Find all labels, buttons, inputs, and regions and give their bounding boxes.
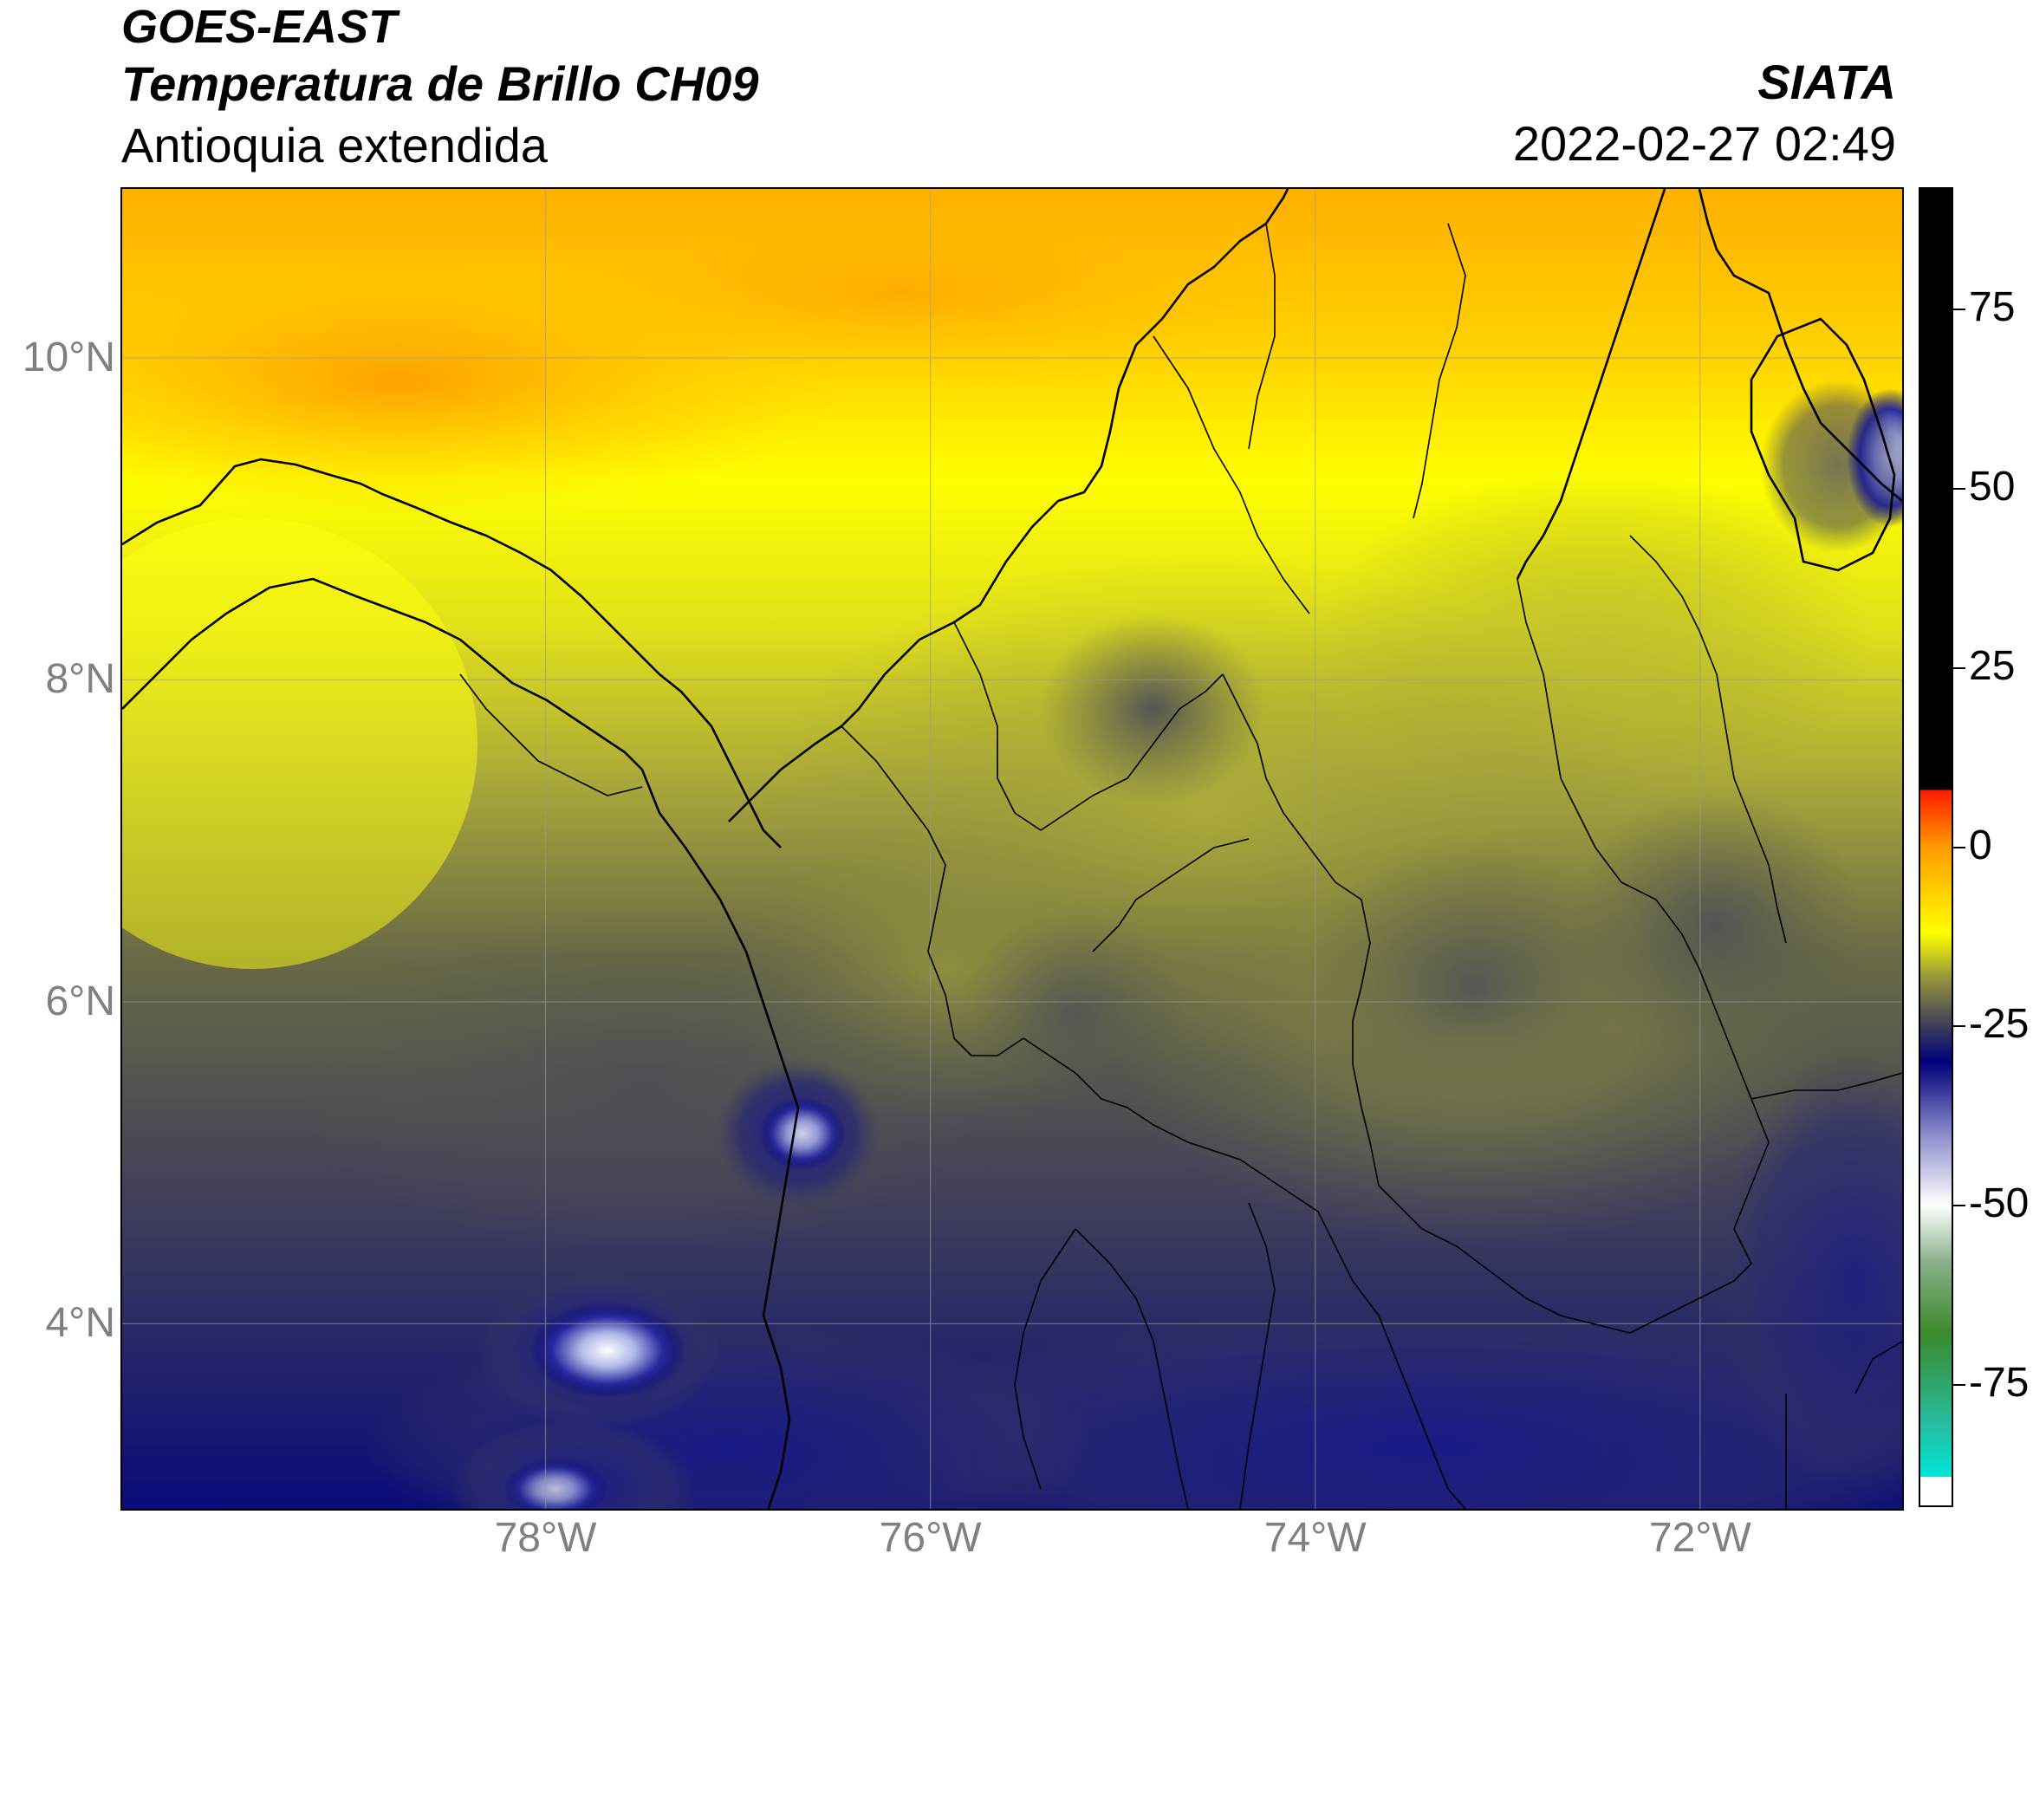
border	[1239, 1202, 1276, 1509]
colorbar-tick	[1953, 666, 1965, 669]
lat-tick-label: 10°N	[22, 335, 115, 381]
maracaibo-coast	[1698, 189, 1902, 502]
lon-tick-label: 72°W	[1648, 1515, 1751, 1561]
border	[459, 673, 643, 796]
border	[1517, 578, 1770, 1264]
admin-borders	[459, 223, 1902, 1509]
border	[1075, 1228, 1189, 1509]
satellite-title: GOES-EAST	[121, 1, 398, 53]
colorbar-tick-label: 75	[1969, 283, 2016, 330]
lon-tick-label: 78°W	[494, 1515, 597, 1561]
convective-cell	[759, 1097, 846, 1170]
border	[1854, 1341, 1902, 1394]
lake-maracaibo	[1750, 317, 1896, 572]
border	[1750, 1072, 1902, 1100]
warm-region	[451, 198, 1353, 388]
cool-region	[1041, 614, 1266, 804]
border	[1352, 1280, 1466, 1509]
agency-block: SIATA 2022-02-27 02:49	[1513, 52, 1896, 175]
colorbar-tick-label: 25	[1969, 642, 2016, 689]
colorbar-tick	[1953, 846, 1965, 848]
colorbar-tick	[1953, 308, 1965, 310]
border	[1248, 223, 1276, 450]
region-subtitle: Antioquia extendida	[121, 118, 548, 172]
cold-region	[1717, 1056, 1902, 1489]
convective-cell	[529, 1303, 685, 1398]
lat-tick-label: 8°N	[45, 656, 115, 703]
colorbar-tick-label: 50	[1969, 463, 2016, 510]
warm-region	[122, 518, 477, 969]
guajira-coast	[1516, 189, 1666, 580]
colorbar-tick	[1953, 1025, 1965, 1028]
pacific-coast	[640, 769, 800, 1509]
border	[1023, 1037, 1354, 1282]
colorbar-tick	[1953, 487, 1965, 490]
border	[1014, 1228, 1076, 1490]
gridlines	[122, 189, 1902, 1509]
convective-cell	[503, 1459, 607, 1509]
product-title: Temperatura de Brillo CH09	[121, 56, 759, 111]
brightness-temperature-map	[122, 189, 1902, 1509]
olive-region	[1318, 466, 1873, 813]
colorbar	[1919, 187, 1953, 1507]
lon-tick-label: 74°W	[1263, 1515, 1367, 1561]
panama-north-coast	[122, 458, 782, 848]
border	[1153, 335, 1310, 614]
cool-region	[1301, 839, 1647, 1134]
cool-region	[963, 908, 1188, 1116]
colorbar-tick-label: -75	[1969, 1360, 2030, 1407]
timestamp-label: 2022-02-27 02:49	[1512, 116, 1896, 171]
lon-tick-label: 76°W	[879, 1515, 982, 1561]
lat-tick-label: 4°N	[45, 1300, 115, 1347]
border	[1222, 673, 1380, 1186]
colorbar-tick-label: 0	[1969, 822, 1992, 868]
colorbar-tick	[1953, 1205, 1965, 1207]
lat-tick-label: 6°N	[45, 978, 115, 1024]
border	[1092, 838, 1250, 952]
border	[1413, 223, 1466, 519]
agency-label: SIATA	[1757, 55, 1896, 109]
colorbar-tick-label: -25	[1969, 1001, 2030, 1048]
colorbar-tick-label: -50	[1969, 1180, 2030, 1227]
border	[841, 725, 1024, 1056]
border	[953, 621, 1224, 831]
panama-south-coast	[122, 577, 643, 770]
title-block: GOES-EAST Temperatura de Brillo CH09 Ant…	[121, 0, 758, 177]
border	[1378, 1185, 1752, 1334]
map-panel[interactable]	[120, 187, 1904, 1511]
convective-cell	[1760, 380, 1902, 553]
cold-region	[859, 1307, 1902, 1509]
colorbar-tick	[1953, 1384, 1965, 1387]
border	[1629, 535, 1787, 944]
cool-region	[296, 908, 989, 1255]
